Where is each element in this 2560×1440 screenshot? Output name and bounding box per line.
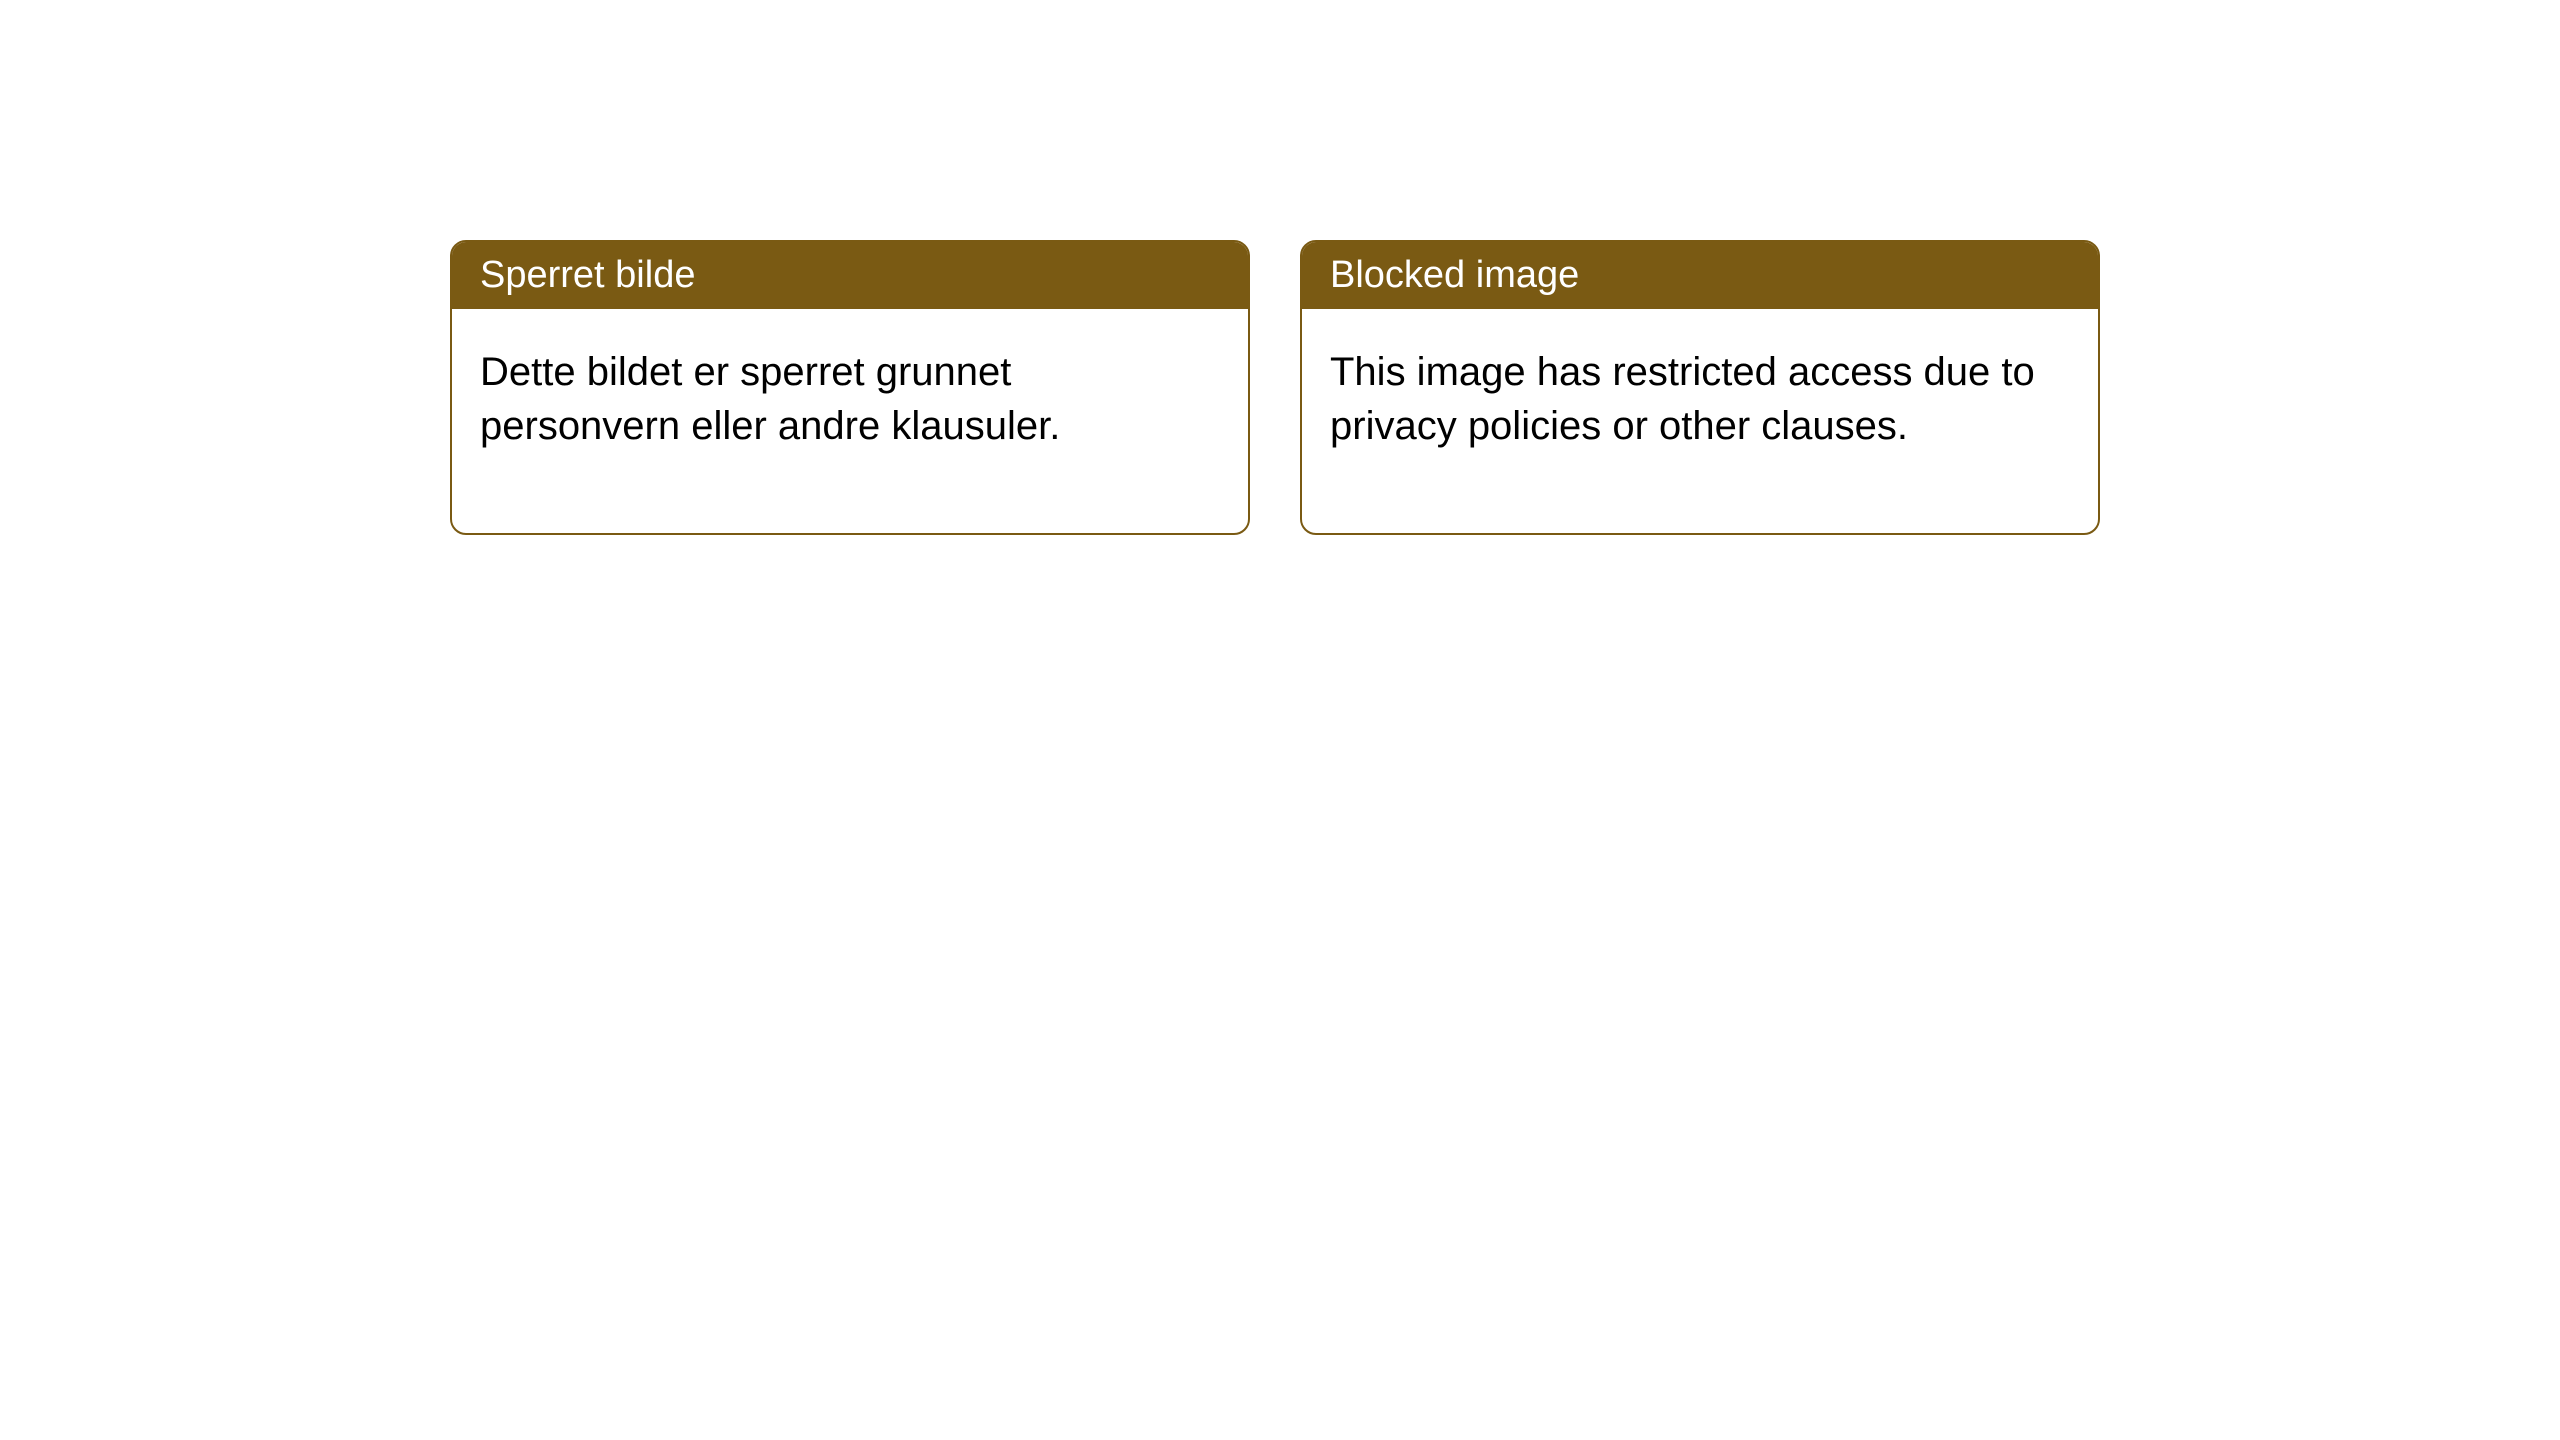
notice-card-english: Blocked image This image has restricted …	[1300, 240, 2100, 535]
notice-body-english: This image has restricted access due to …	[1302, 309, 2098, 533]
notice-container: Sperret bilde Dette bildet er sperret gr…	[450, 240, 2100, 535]
notice-card-norwegian: Sperret bilde Dette bildet er sperret gr…	[450, 240, 1250, 535]
notice-header-norwegian: Sperret bilde	[452, 242, 1248, 309]
notice-body-norwegian: Dette bildet er sperret grunnet personve…	[452, 309, 1248, 533]
notice-header-english: Blocked image	[1302, 242, 2098, 309]
